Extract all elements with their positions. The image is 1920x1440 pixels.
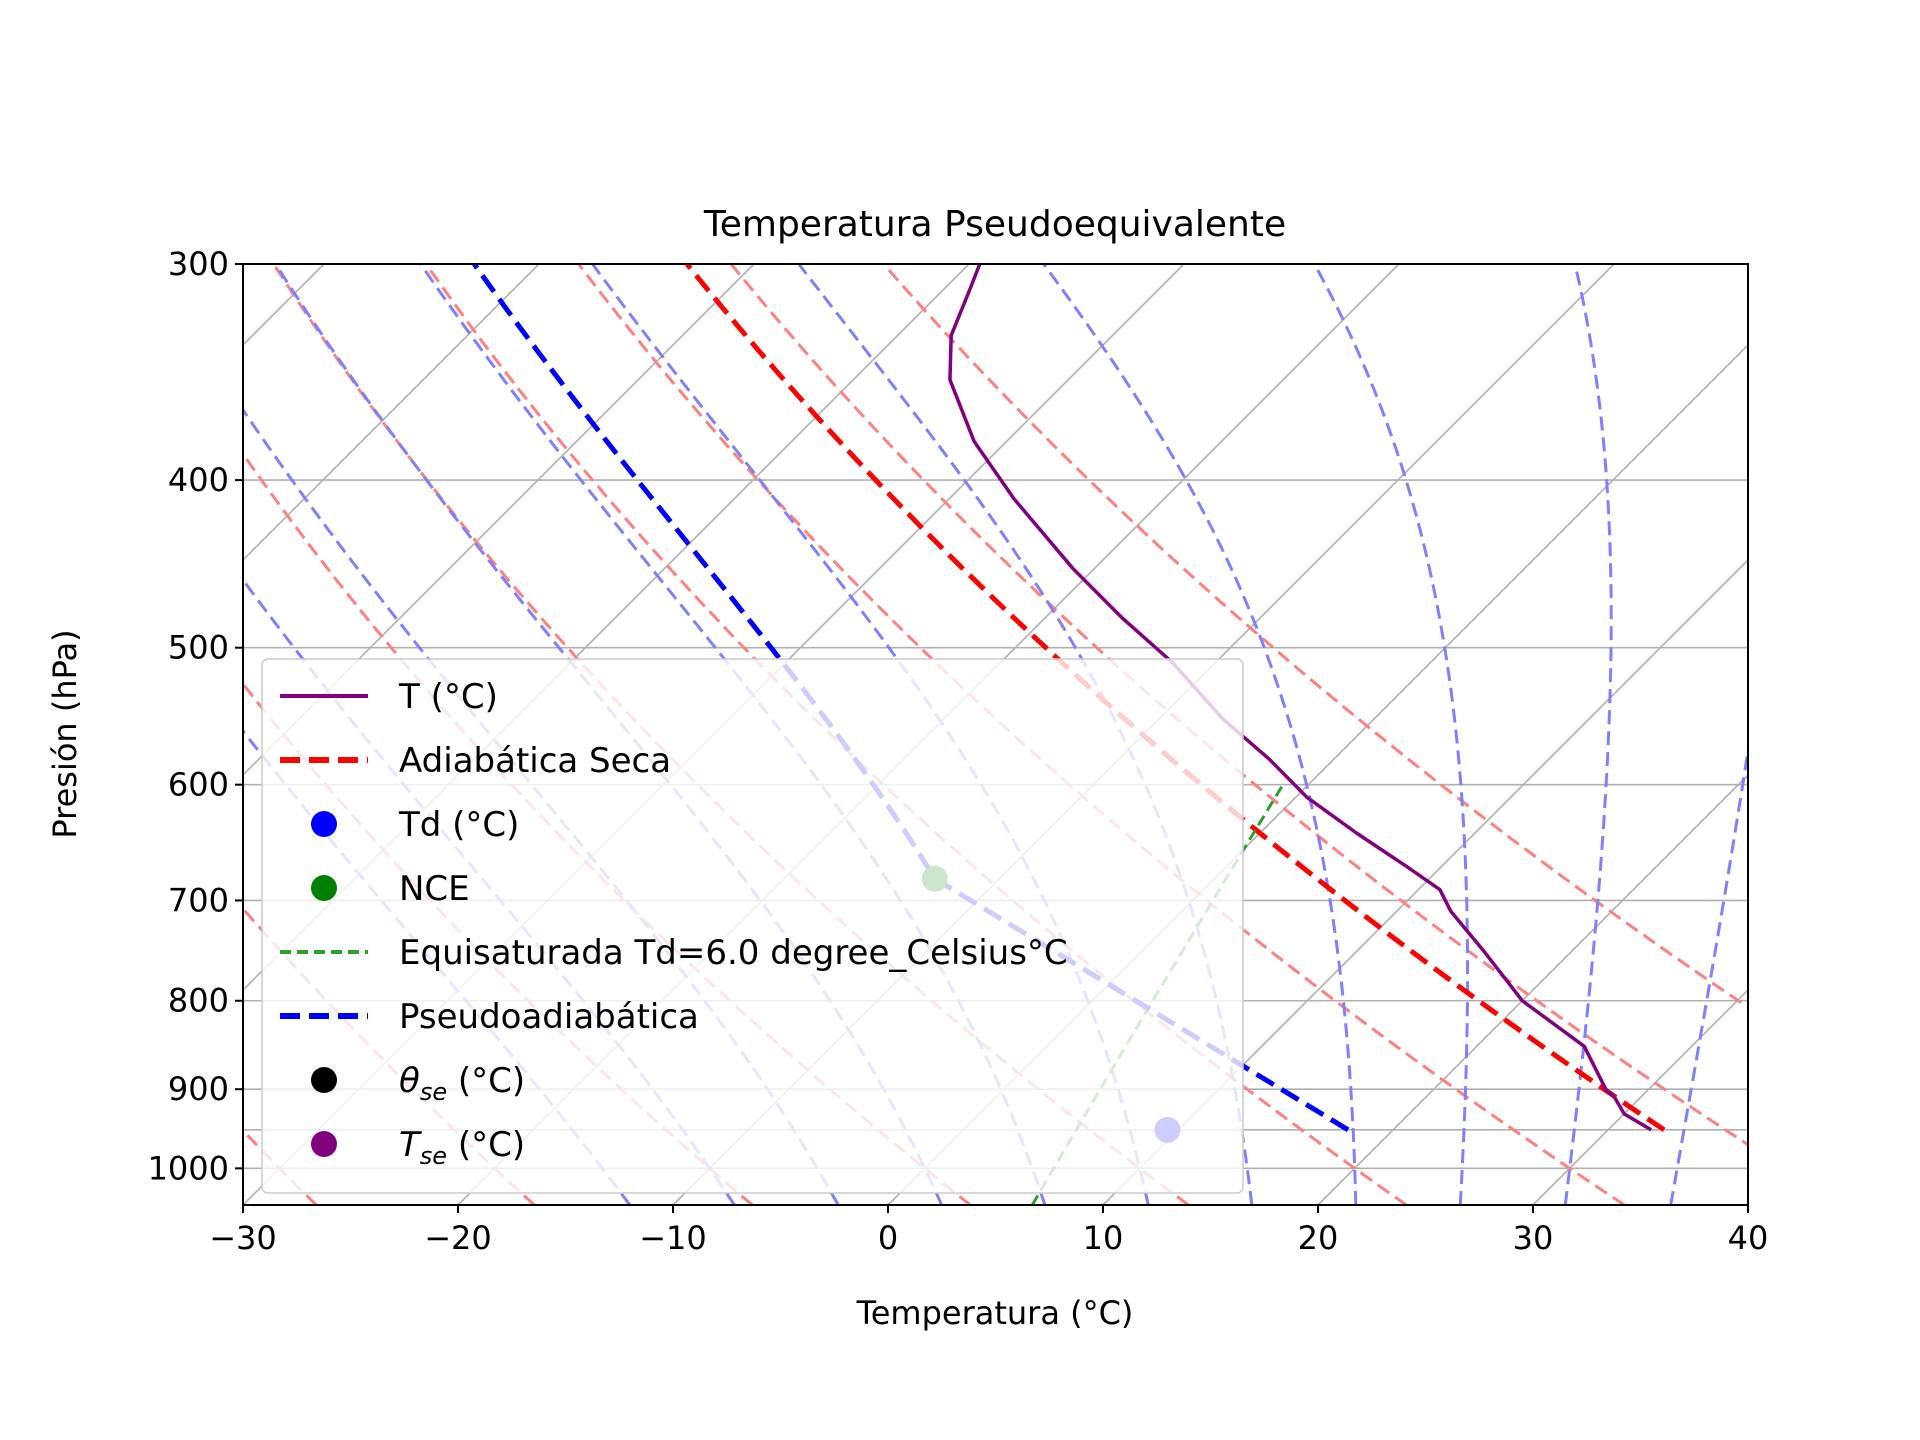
legend-label: Tse (°C) [399,1125,525,1170]
legend-frame [261,658,1244,1194]
legend-label: Equisaturada Td=6.0 degree_Celsius°C [399,933,1068,973]
legend-label: Pseudoadiabática [399,997,699,1037]
legend-label: θse (°C) [399,1061,525,1106]
x-tick-label: −30 [209,1219,277,1257]
y-tick-label: 600 [168,766,229,804]
x-tick-label: 30 [1513,1219,1554,1257]
x-tick-label: −10 [639,1219,707,1257]
legend: T (°C) Adiabática Seca Td (°C) NCE Equisatur… [261,658,1244,1194]
x-tick-label: 20 [1298,1219,1339,1257]
temperature-profile [948,264,1653,1132]
legend-marker [311,811,337,837]
legend-label: NCE [399,869,470,909]
isotherm-line [1532,988,1748,1205]
legend-label: T (°C) [398,677,498,717]
legend-marker [311,1131,337,1157]
x-tick-label: 40 [1728,1219,1769,1257]
axes-frame [242,263,1749,1206]
background-moist-adiabat [1669,740,1748,1205]
background-dry-adiabat [577,264,1626,1205]
y-tick-label: 300 [168,245,229,283]
x-tick-label: −20 [424,1219,492,1257]
y-tick-label: 400 [168,461,229,499]
legend-label: Adiabática Seca [399,741,671,781]
isotherm-line [1317,773,1748,1205]
background-dry-adiabat [882,264,1748,1009]
legend-marker [311,1067,337,1093]
legend-marker [311,875,337,901]
x-axis-label: Temperatura (°C) [856,1294,1134,1332]
chart-title: Temperatura Pseudoequivalente [703,204,1286,245]
axis-ticks: −30 −20 −10 0 10 20 30 40 300 400 500 600 700 800 900 1… [148,245,1769,1257]
y-tick-label: 500 [168,629,229,667]
background-moist-adiabat [1042,264,1358,1205]
y-tick-label: 700 [168,881,229,919]
background-moist-adiabat [1313,264,1470,1205]
y-axis-label: Presión (hPa) [46,629,84,838]
y-tick-label: 1000 [148,1149,229,1187]
isotherm-line [1102,558,1748,1205]
x-tick-label: 0 [878,1219,898,1257]
x-tick-label: 10 [1083,1219,1124,1257]
y-tick-label: 800 [168,982,229,1020]
legend-label: Td (°C) [398,805,519,845]
y-tick-label: 900 [168,1070,229,1108]
